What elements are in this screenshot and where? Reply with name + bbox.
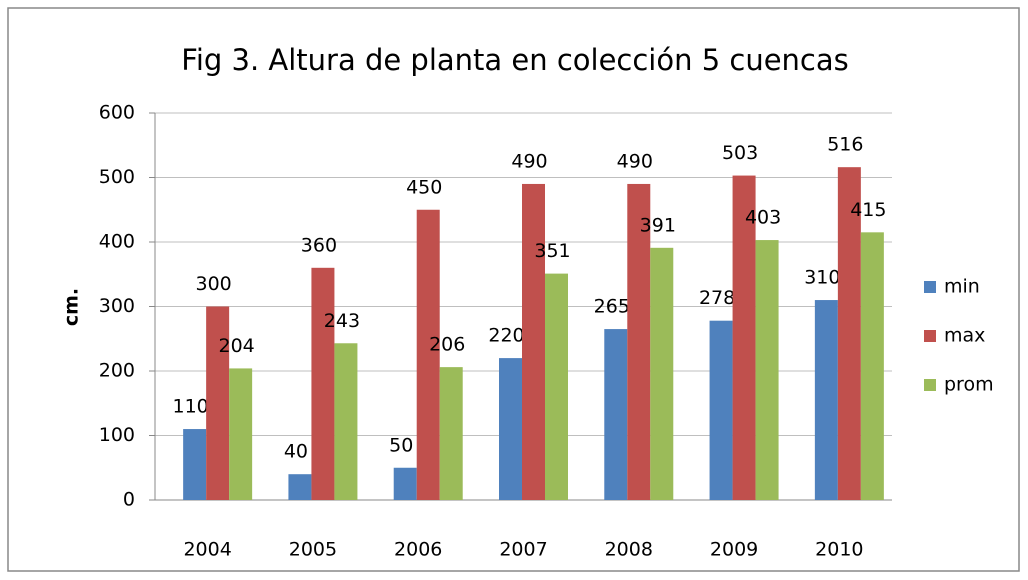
data-label: 490 [511,150,547,172]
bar [183,429,207,500]
legend-swatch [924,330,936,342]
y-tick-label: 200 [99,360,135,382]
data-label: 490 [617,150,653,172]
x-tick-label: 2006 [394,539,442,561]
chart-title: Fig 3. Altura de planta en colección 5 c… [181,43,849,77]
y-tick-label: 300 [99,295,135,317]
x-tick-label: 2007 [499,539,547,561]
bar [334,343,358,500]
x-tick-label: 2008 [605,539,653,561]
bar [755,240,779,500]
data-label: 206 [429,334,465,356]
data-label: 278 [699,287,735,309]
bar [604,329,628,500]
data-label: 351 [534,240,570,262]
y-axis-label: cm. [61,288,83,326]
bar [288,474,312,500]
bar [416,209,440,500]
bar [732,175,756,500]
data-label: 243 [324,310,360,332]
y-tick-label: 0 [123,489,135,511]
bar [206,306,230,500]
data-label: 265 [594,296,630,318]
data-label: 391 [640,214,676,236]
data-label: 40 [284,441,308,463]
bar [311,267,335,500]
bar [837,167,861,500]
bar [709,320,733,500]
data-label: 300 [196,273,232,295]
data-label: 360 [301,234,337,256]
bar [522,183,545,500]
bar [499,358,522,500]
data-label: 50 [389,434,413,456]
data-label: 110 [173,396,209,418]
x-tick-label: 2010 [815,539,863,561]
bar [627,183,651,500]
x-tick-label: 2004 [183,539,231,561]
bar [545,273,568,500]
bar [229,368,253,500]
y-tick-label: 100 [99,424,135,446]
data-label: 415 [850,199,886,221]
legend-label: min [944,276,980,298]
bar [439,367,463,500]
bar [393,467,417,500]
x-tick-label: 2005 [289,539,337,561]
legend-swatch [924,379,936,391]
legend-label: prom [944,374,994,396]
data-label: 310 [804,267,840,289]
x-tick-label: 2009 [710,539,758,561]
data-label: 403 [745,207,781,229]
legend-swatch [924,281,936,293]
data-label: 204 [219,335,255,357]
y-tick-label: 400 [99,231,135,253]
bar [814,300,838,500]
data-label: 220 [488,325,524,347]
data-label: 503 [722,142,758,164]
data-label: 516 [827,134,863,156]
legend-label: max [944,325,985,347]
data-label: 450 [406,176,442,198]
y-tick-label: 600 [99,102,135,124]
y-tick-label: 500 [99,166,135,188]
bar [860,232,884,500]
bar [650,247,674,500]
